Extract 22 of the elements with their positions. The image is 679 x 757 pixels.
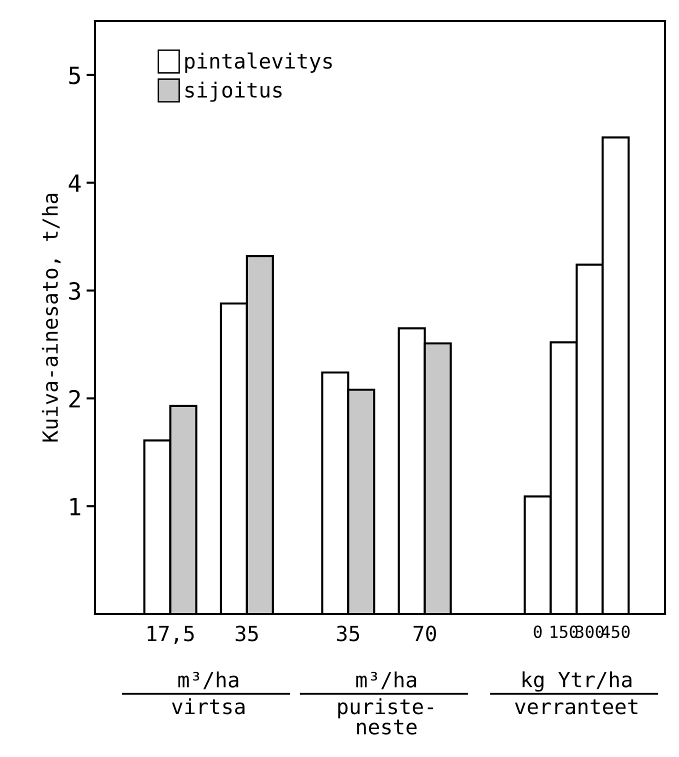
y-tick-label: 5	[69, 66, 80, 84]
x-tick-label: 35	[337, 626, 360, 642]
text: m³/ha	[356, 671, 416, 690]
legend-label: sijoitus	[186, 82, 282, 102]
x-tick-label: 70	[414, 626, 436, 642]
text: virtsa	[172, 698, 244, 714]
y-axis-title: Kuiva-ainesato, t/ha	[42, 194, 61, 442]
text: m³/ha	[178, 671, 238, 690]
x-tick-label: 450	[601, 625, 630, 638]
x-tick-label: 17,5	[148, 626, 194, 644]
y-tick-label: 4	[68, 174, 81, 192]
x-tick-label: 300	[576, 625, 604, 638]
x-tick-label: 150	[550, 625, 578, 638]
y-tick-label: 2	[69, 390, 80, 408]
x-tick-label: 0	[534, 625, 542, 638]
x-tick-label: 35	[236, 626, 258, 642]
text: puriste- neste	[338, 698, 434, 735]
y-tick-label: 1	[70, 498, 80, 516]
text: kg Ytr/ha	[522, 671, 632, 692]
legend-label: pintalevitys	[185, 52, 332, 73]
y-tick-label: 3	[69, 282, 80, 300]
text: verranteet	[515, 699, 638, 714]
